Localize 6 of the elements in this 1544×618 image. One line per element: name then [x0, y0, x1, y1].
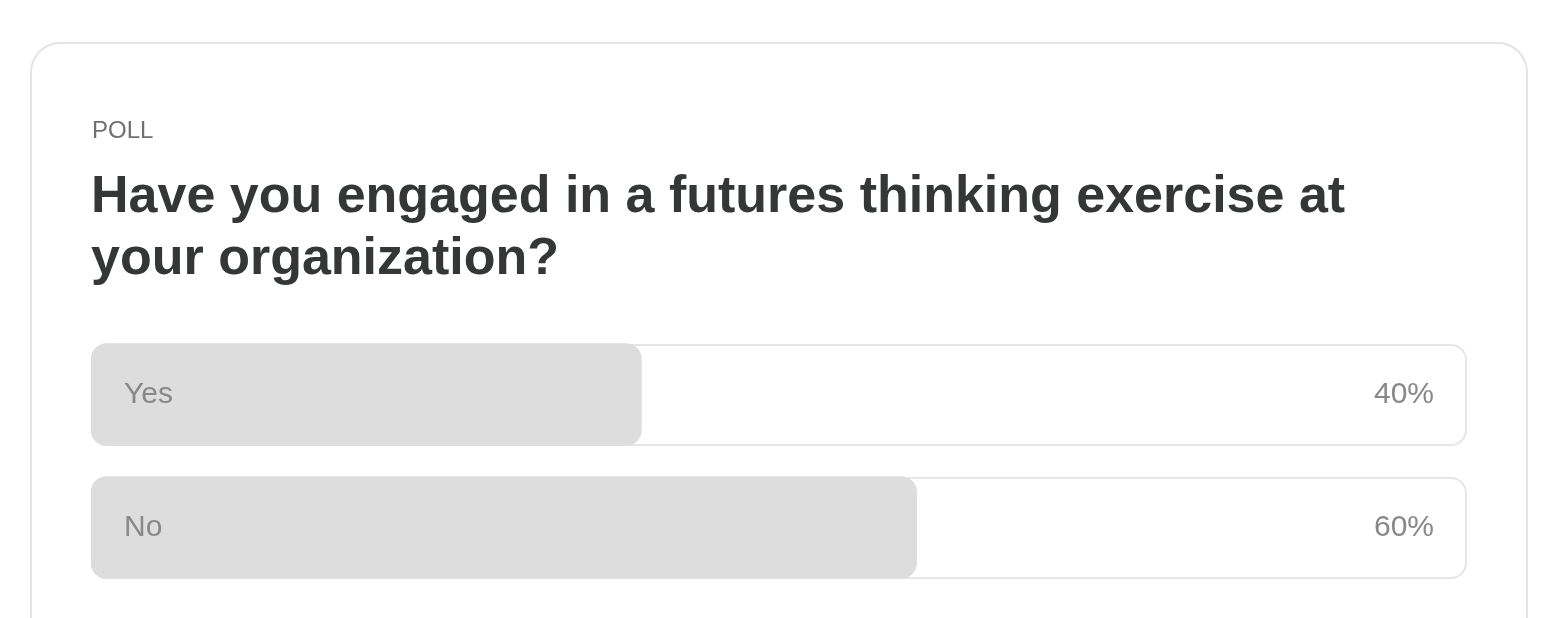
data-label: 40% — [1373, 375, 1434, 409]
chart-subtitle: POLL — [92, 116, 154, 144]
data-label: 60% — [1373, 508, 1434, 542]
y-tick-label: Yes — [124, 375, 173, 409]
chart-title: Have you engaged in a futures thinking exercise at your organization? — [91, 164, 1347, 287]
y-tick-label: No — [124, 508, 163, 542]
